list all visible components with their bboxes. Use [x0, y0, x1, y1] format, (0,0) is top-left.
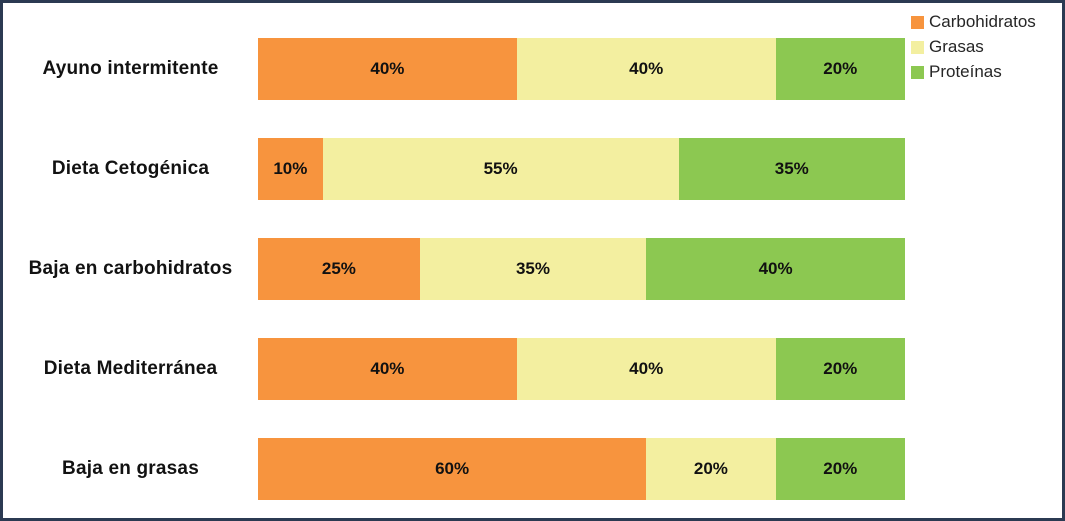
value-label: 20% [823, 359, 858, 378]
chart-row: Ayuno intermitente 40% 40% 20% [3, 38, 905, 100]
bar-segment-proteinas: 20% [775, 338, 905, 400]
legend-swatch-icon [911, 15, 924, 29]
legend-item-grasas: Grasas [911, 37, 1036, 57]
value-label: 20% [693, 459, 728, 478]
value-label: 25% [321, 259, 356, 278]
stacked-bar: 40% 40% 20% [258, 38, 905, 100]
bar-segment-grasas: 20% [646, 438, 776, 500]
bar-segment-carbohidratos: 60% [258, 438, 647, 500]
legend-swatch-icon [911, 40, 924, 54]
legend-label: Proteínas [929, 62, 1002, 81]
value-label: 40% [629, 359, 664, 378]
stacked-bar: 25% 35% 40% [258, 238, 905, 300]
bar-segment-carbohidratos: 10% [258, 138, 323, 200]
value-label: 20% [823, 459, 858, 478]
bar-rows-container: Ayuno intermitente 40% 40% 20% Dieta Cetogén… [3, 3, 905, 500]
bar-segment-grasas: 40% [516, 38, 776, 100]
value-label: 40% [370, 359, 405, 378]
value-label: 60% [435, 459, 470, 478]
category-label: Baja en grasas [62, 458, 199, 479]
category-label: Baja en carbohidratos [28, 258, 233, 279]
bar-segment-grasas: 40% [516, 338, 776, 400]
bar-segment-carbohidratos: 25% [258, 238, 420, 300]
value-label: 40% [758, 259, 793, 278]
value-label: 10% [273, 159, 308, 178]
value-label: 20% [823, 59, 858, 78]
value-label: 40% [370, 59, 405, 78]
category-label: Dieta Cetogénica [51, 158, 210, 179]
bar-segment-grasas: 55% [322, 138, 679, 200]
stacked-bar: 40% 40% 20% [258, 338, 905, 400]
legend-item-carbohidratos: Carbohidratos [911, 12, 1036, 32]
chart-legend: Carbohidratos Grasas Proteínas [911, 12, 1036, 82]
bar-segment-carbohidratos: 40% [258, 338, 517, 400]
stacked-bar: 60% 20% 20% [258, 438, 905, 500]
bar-segment-proteinas: 20% [775, 38, 905, 100]
legend-item-proteinas: Proteínas [911, 62, 1036, 82]
bar-segment-carbohidratos: 40% [258, 38, 517, 100]
stacked-bar: 10% 55% 35% [258, 138, 905, 200]
legend-swatch-icon [911, 65, 924, 79]
bar-segment-proteinas: 20% [775, 438, 905, 500]
value-label: 40% [629, 59, 664, 78]
value-label: 35% [515, 259, 550, 278]
chart-row: Baja en grasas 60% 20% 20% [3, 438, 905, 500]
bar-segment-proteinas: 35% [678, 138, 905, 200]
value-label: 35% [774, 159, 809, 178]
chart-row: Baja en carbohidratos 25% 35% 40% [3, 238, 905, 300]
value-label: 55% [483, 159, 518, 178]
category-label: Dieta Mediterránea [43, 358, 218, 379]
bar-segment-proteinas: 40% [646, 238, 905, 300]
legend-label: Carbohidratos [929, 12, 1036, 31]
chart-row: Dieta Cetogénica 10% 55% 35% [3, 138, 905, 200]
bar-segment-grasas: 35% [419, 238, 647, 300]
category-label: Ayuno intermitente [42, 58, 219, 79]
chart-row: Dieta Mediterránea 40% 40% 20% [3, 338, 905, 400]
legend-label: Grasas [929, 37, 984, 56]
